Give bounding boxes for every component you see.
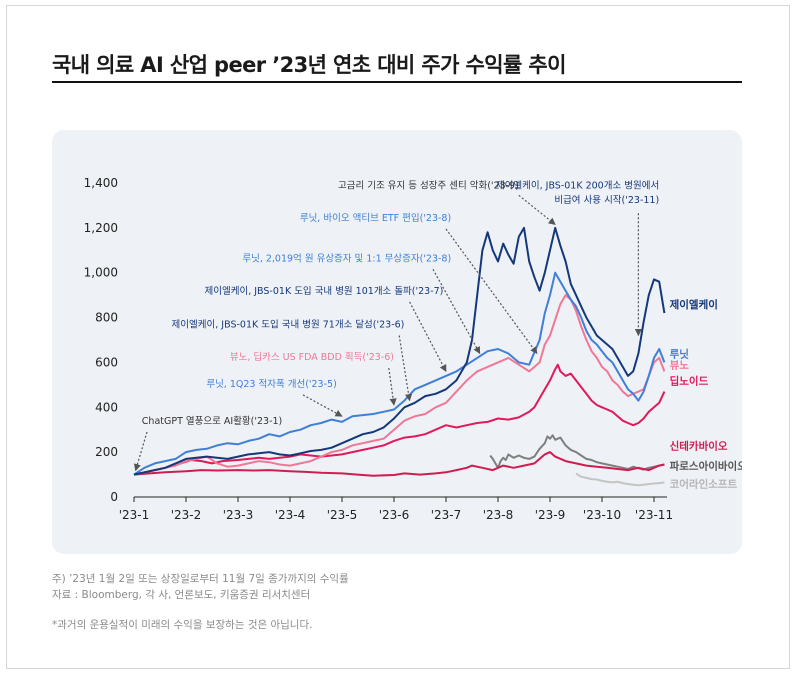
annotation-arrow <box>409 301 447 373</box>
annotation-text: 루닛, 2,019억 원 유상증자 및 1:1 무상증자('23-8) <box>242 253 451 265</box>
y-tick-label: 1,400 <box>84 176 118 190</box>
x-tick-label: '23-5 <box>327 508 358 522</box>
series-label: 신테카바이오 <box>670 439 728 452</box>
annotation-arrow <box>302 394 343 417</box>
annotation-arrow <box>398 335 413 402</box>
y-tick-label: 0 <box>110 490 118 504</box>
x-tick-label: '23-4 <box>275 508 306 522</box>
note-source: 자료 : Bloomberg, 각 사, 언론보도, 키움증권 리서치센터 <box>52 589 311 601</box>
returns-line-chart: 0 200 400 600 800 1,000 1,200 1,400 '23-1 '23-2 '2… <box>84 176 742 522</box>
x-tick-label: '23-10 <box>583 508 621 522</box>
series-label: 코어라인소프트 <box>670 478 738 491</box>
title-divider <box>52 81 742 83</box>
series-label: 딥노이드 <box>670 374 709 387</box>
annotation-text: 제이엘케이, JBS-01K 200개소 병원에서 <box>496 181 659 192</box>
y-tick-label: 600 <box>95 355 118 369</box>
series-line-7 <box>133 226 666 476</box>
series-label: 파로스아이바이오 <box>670 460 742 473</box>
annotation-text: 제이엘케이, JBS-01K 도입 국내 병원 101개소 돌파('23-7) <box>205 285 444 297</box>
series-line-6 <box>133 271 666 476</box>
chart-panel: 0 200 400 600 800 1,000 1,200 1,400 '23-1 '23-2 '2… <box>52 130 742 554</box>
series-line-1 <box>575 472 665 487</box>
note-period: 주) ’23년 1월 2일 또는 상장일로부터 11월 7일 종가까지의 수익률 <box>52 573 349 585</box>
x-tick-label: '23-7 <box>431 508 462 522</box>
x-tick-label: '23-1 <box>119 508 150 522</box>
series-line-5 <box>133 294 666 476</box>
y-tick-label: 1,000 <box>84 266 118 280</box>
x-tick-label: '23-11 <box>635 508 673 522</box>
annotation-text: 제이엘케이, JBS-01K 도입 국내 병원 71개소 달성('23-6) <box>172 319 405 331</box>
page-title: 국내 의료 AI 산업 peer ’23년 연초 대비 주가 수익률 추이 <box>52 53 566 77</box>
annotation-text: ChatGPT 열풍으로 AI활황('23-1) <box>142 415 282 427</box>
x-tick-label: '23-2 <box>171 508 202 522</box>
annotation-text: 루닛, 1Q23 적자폭 개선('23-5) <box>206 378 336 390</box>
annotation-arrow <box>388 367 397 406</box>
annotation-text: 고금리 기조 유지 등 성장주 센티 악화('23-9) <box>338 180 519 192</box>
x-tick-label: '23-6 <box>379 508 410 522</box>
x-tick-label: '23-3 <box>223 508 254 522</box>
annotation-text: 뷰노, 딥카스 US FDA BDD 획득('23-6) <box>230 351 394 363</box>
y-tick-label: 1,200 <box>84 221 118 235</box>
series-label: 루닛 <box>670 347 690 360</box>
annotation-arrow <box>432 269 481 355</box>
series-label: 뷰노 <box>670 360 690 372</box>
note-disclaimer: *과거의 운용실적이 미래의 수익을 보장하는 것은 아닙니다. <box>52 619 313 631</box>
annotation-arrow <box>133 431 148 472</box>
annotation-text: 루닛, 바이오 액티브 ETF 편입('23-8) <box>300 212 451 224</box>
y-tick-label: 400 <box>95 400 118 414</box>
annotation-arrow <box>445 228 538 355</box>
series-line-3 <box>133 451 665 477</box>
annotation-arrow <box>518 194 556 225</box>
series-label: 제이엘케이 <box>670 298 718 311</box>
y-tick-label: 800 <box>95 311 118 325</box>
series-line-4 <box>133 363 666 476</box>
series-line-2 <box>489 434 665 471</box>
x-tick-label: '23-8 <box>483 508 514 522</box>
y-tick-label: 200 <box>95 445 118 459</box>
x-tick-label: '23-9 <box>535 508 566 522</box>
annotation-text: 비급여 사용 시작('23-11) <box>554 194 659 206</box>
